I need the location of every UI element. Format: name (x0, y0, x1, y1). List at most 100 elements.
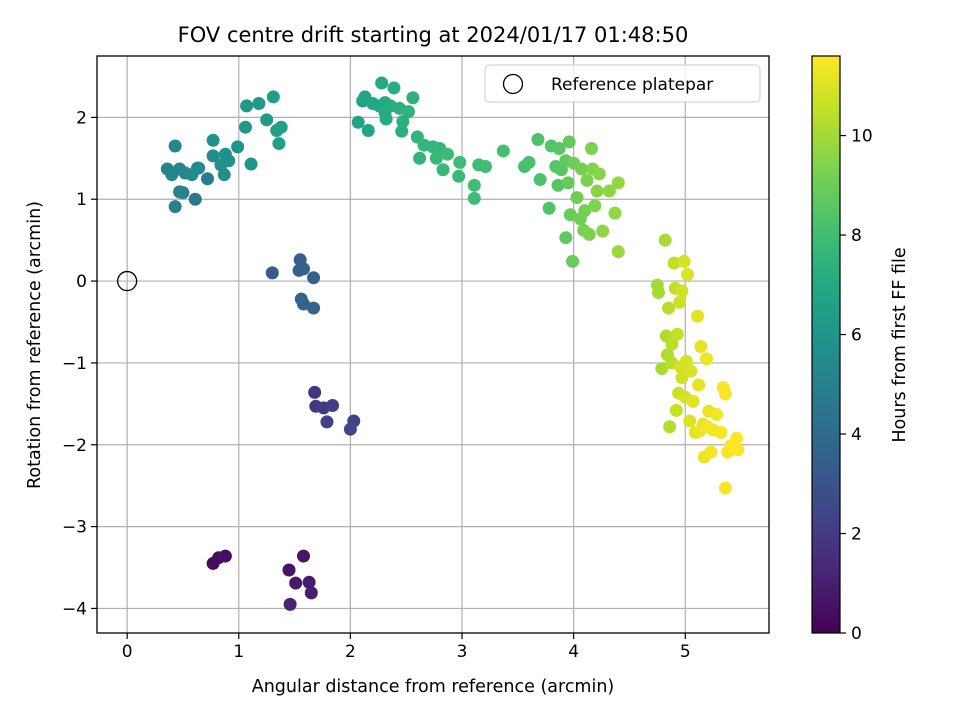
data-point (478, 159, 492, 173)
y-tick-label: 0 (76, 272, 87, 292)
data-point (379, 112, 393, 126)
data-point (307, 271, 321, 285)
data-point (201, 172, 215, 186)
data-point (302, 575, 316, 589)
data-point (265, 266, 279, 280)
data-point (681, 268, 695, 282)
data-point (441, 147, 455, 161)
data-point (691, 309, 705, 323)
data-point (561, 176, 575, 190)
data-point (578, 204, 592, 218)
y-tick-label: −3 (62, 518, 87, 538)
data-point (401, 105, 415, 119)
data-point (701, 420, 715, 434)
y-tick-label: 1 (76, 190, 87, 210)
data-point (677, 254, 691, 268)
data-point (694, 340, 708, 354)
data-point (274, 120, 288, 134)
data-point (307, 301, 321, 315)
data-point (592, 167, 606, 181)
data-point (429, 151, 443, 165)
data-point (522, 155, 536, 169)
data-point (566, 254, 580, 268)
data-point (351, 115, 365, 129)
y-tick-label: −2 (62, 436, 87, 456)
legend-label-reference: Reference platepar (551, 75, 713, 95)
data-point (611, 176, 625, 190)
data-point (320, 415, 334, 429)
data-point (670, 327, 684, 341)
data-point (289, 576, 303, 590)
data-point (297, 297, 311, 311)
y-tick-label: 2 (76, 108, 87, 128)
data-point (240, 99, 254, 113)
data-point (452, 169, 466, 183)
data-point (718, 481, 732, 495)
data-point (252, 96, 266, 110)
colorbar-tick-label: 4 (851, 425, 862, 445)
data-point (231, 140, 245, 154)
data-point (266, 90, 280, 104)
data-point (562, 135, 576, 149)
data-point (675, 284, 689, 298)
plot-area-frame (96, 55, 770, 634)
data-point (710, 407, 724, 421)
data-point (714, 425, 728, 439)
data-point (730, 431, 744, 445)
colorbar-label: Hours from first FF file (890, 247, 910, 442)
data-point (552, 141, 566, 155)
data-point (188, 192, 202, 206)
data-point (395, 124, 409, 138)
data-point (663, 420, 677, 434)
data-point (531, 132, 545, 146)
data-point (669, 403, 683, 417)
data-point (662, 301, 676, 315)
data-point (343, 422, 357, 436)
colorbar-tick-label: 0 (851, 624, 862, 644)
data-point (282, 563, 296, 577)
legend: Reference platepar (484, 64, 761, 103)
colorbar-tick-label: 8 (851, 226, 862, 246)
data-point (496, 144, 510, 158)
x-tick-label: 2 (345, 642, 356, 662)
data-point (551, 178, 565, 192)
data-points (160, 76, 745, 611)
data-point (675, 371, 689, 385)
data-point (684, 364, 698, 378)
data-point (563, 208, 577, 222)
data-point (375, 76, 389, 90)
data-point (611, 245, 625, 259)
y-tick-label: −4 (62, 599, 87, 619)
data-point (692, 378, 706, 392)
x-axis-label: Angular distance from reference (arcmin) (252, 677, 615, 697)
data-point (406, 91, 420, 105)
data-point (206, 149, 220, 163)
data-point (272, 137, 286, 151)
data-point (667, 256, 681, 270)
colorbar-tick-label: 10 (851, 127, 873, 147)
data-point (533, 173, 547, 187)
data-point (190, 161, 204, 175)
data-point (704, 445, 718, 459)
colorbar-gradient (811, 55, 841, 634)
data-point (176, 186, 190, 200)
data-point (222, 154, 236, 168)
data-point (673, 295, 687, 309)
data-point (655, 362, 669, 376)
colorbar: 0 2 4 6 8 10 Hours from first FF file (811, 55, 910, 644)
y-axis-ticks: −4 −3 −2 −1 0 1 2 (62, 108, 97, 619)
legend-marker-reference (502, 73, 524, 95)
data-point (244, 157, 258, 171)
data-point (596, 224, 610, 238)
data-point (585, 141, 599, 155)
data-point (260, 113, 274, 127)
data-point (731, 443, 745, 457)
data-point (206, 133, 220, 147)
data-point (168, 139, 182, 153)
legend-box (484, 64, 761, 103)
data-point (570, 191, 584, 205)
data-point (297, 549, 311, 563)
colorbar-tick-label: 6 (851, 326, 862, 346)
reference-point (116, 270, 138, 292)
